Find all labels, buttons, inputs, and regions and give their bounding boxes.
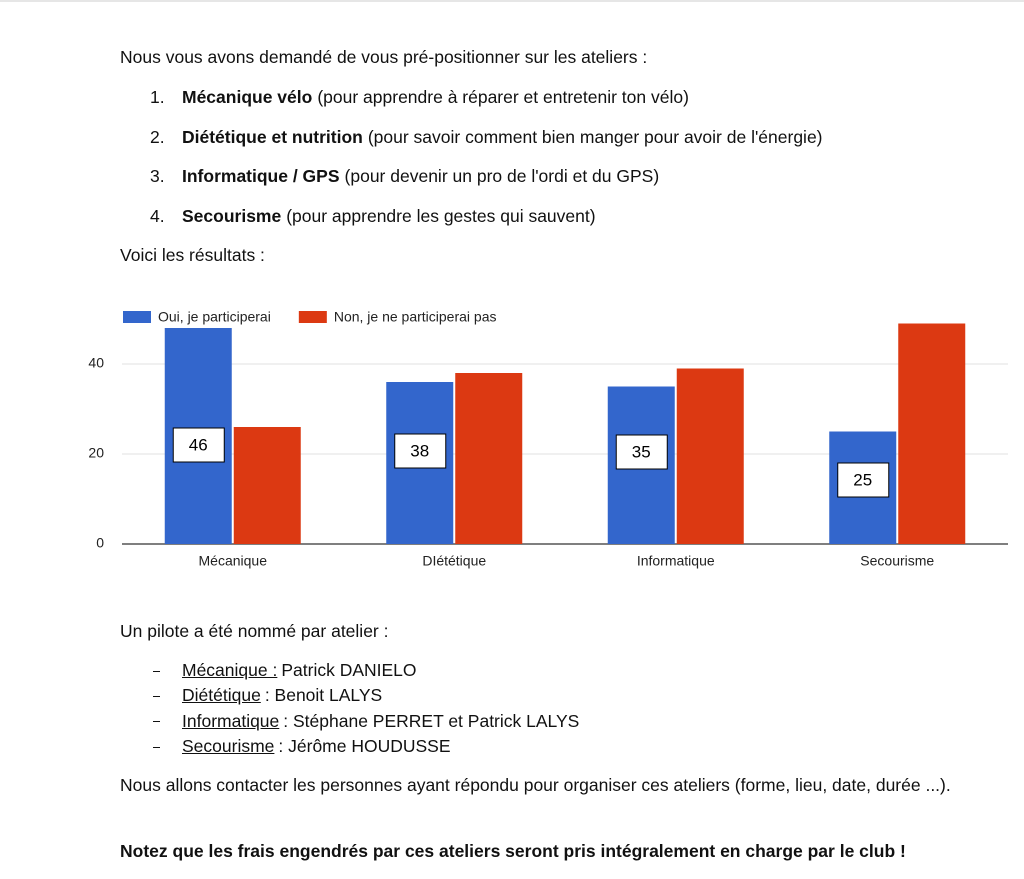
legend-label: Oui, je participerai	[158, 309, 271, 325]
workshop-name: Secourisme	[182, 205, 282, 226]
annotation-box	[172, 427, 225, 463]
workshop-description: (pour apprendre à réparer et entretenir …	[317, 87, 689, 107]
bullet-dash	[153, 696, 160, 698]
annotation: 25	[853, 470, 872, 489]
workshop-item: 3. Informatique / GPS (pour devenir un pro…	[150, 163, 659, 189]
x-tick-label: DIététique	[422, 553, 486, 569]
item-number: 3.	[150, 166, 165, 186]
pilot-item: Mécanique : Patrick DANIELO	[153, 658, 417, 683]
chart: 0 20 40 Oui, je participerai Non, je ne part…	[88, 309, 1008, 569]
intro: Nous vous avons demandé de vous pré-posi…	[120, 47, 648, 67]
bullet-dash	[153, 746, 160, 748]
workshop-name: Diététique et nutrition	[182, 126, 363, 147]
annotation-box	[837, 462, 890, 498]
item-number: 1.	[150, 87, 165, 107]
pilots-intro: Un pilote a été nommé par atelier :	[120, 621, 389, 641]
item-number: 4.	[150, 205, 165, 226]
legend-swatch	[298, 311, 327, 323]
pilot-item: Diététique: Benoit LALYS	[153, 683, 382, 708]
pilot-workshop: Mécanique :	[182, 660, 278, 680]
pilot-name: Patrick DANIELO	[281, 660, 417, 680]
annotation-box	[615, 434, 668, 470]
results-intro: Voici les résultats :	[120, 245, 265, 265]
workshop-description: (pour devenir un pro de l'ordi et du GPS…	[344, 166, 660, 186]
workshop-name: Mécanique vélo	[182, 87, 313, 107]
bullet-dash	[153, 670, 160, 672]
bar	[455, 373, 523, 544]
legend-label: Non, je ne participerai pas	[334, 309, 497, 325]
contact: Nous allons contacter les personnes ayan…	[120, 775, 951, 795]
workshop-item: 2. Diététique et nutrition (pour savoir co…	[150, 124, 823, 150]
pilot-workshop: Secourisme	[182, 735, 275, 756]
annotation: 46	[189, 435, 208, 454]
pilot-name: : Benoit LALYS	[264, 685, 383, 706]
x-tick-label: Secourisme	[860, 553, 934, 569]
pilot-workshop: Informatique	[182, 710, 280, 731]
y-tick-label: 0	[96, 535, 104, 551]
workshop-item: 4. Secourisme (pour apprendre les gestes q…	[150, 203, 596, 229]
y-tick-label: 20	[88, 445, 104, 461]
pilot-name: : Jérôme HOUDUSSE	[278, 735, 451, 756]
bar	[898, 323, 966, 544]
bar	[676, 368, 744, 544]
x-tick-label: Mécanique	[199, 553, 268, 569]
pilot-item: Informatique: Stéphane PERRET et Patrick…	[153, 709, 579, 734]
note: Notez que les frais engendrés par ces at…	[120, 841, 906, 861]
annotation-box	[394, 433, 447, 469]
annotation: 38	[410, 441, 429, 460]
annotation: 35	[632, 442, 651, 461]
pilot-name: : Stéphane PERRET et Patrick LALYS	[283, 710, 580, 731]
item-number: 2.	[150, 126, 165, 147]
legend-swatch	[123, 311, 151, 323]
pilot-workshop: Diététique	[182, 685, 261, 706]
bar	[233, 427, 301, 544]
x-tick-label: Informatique	[637, 553, 715, 569]
workshop-name: Informatique / GPS	[182, 166, 340, 186]
pilot-item: Secourisme: Jérôme HOUDUSSE	[153, 734, 451, 759]
workshop-description: (pour savoir comment bien manger pour av…	[367, 126, 823, 147]
workshop-description: (pour apprendre les gestes qui sauvent)	[286, 205, 596, 226]
workshop-item: 1. Mécanique vélo (pour apprendre à répare…	[150, 84, 689, 110]
y-tick-label: 40	[88, 355, 104, 371]
bullet-dash	[153, 721, 160, 723]
